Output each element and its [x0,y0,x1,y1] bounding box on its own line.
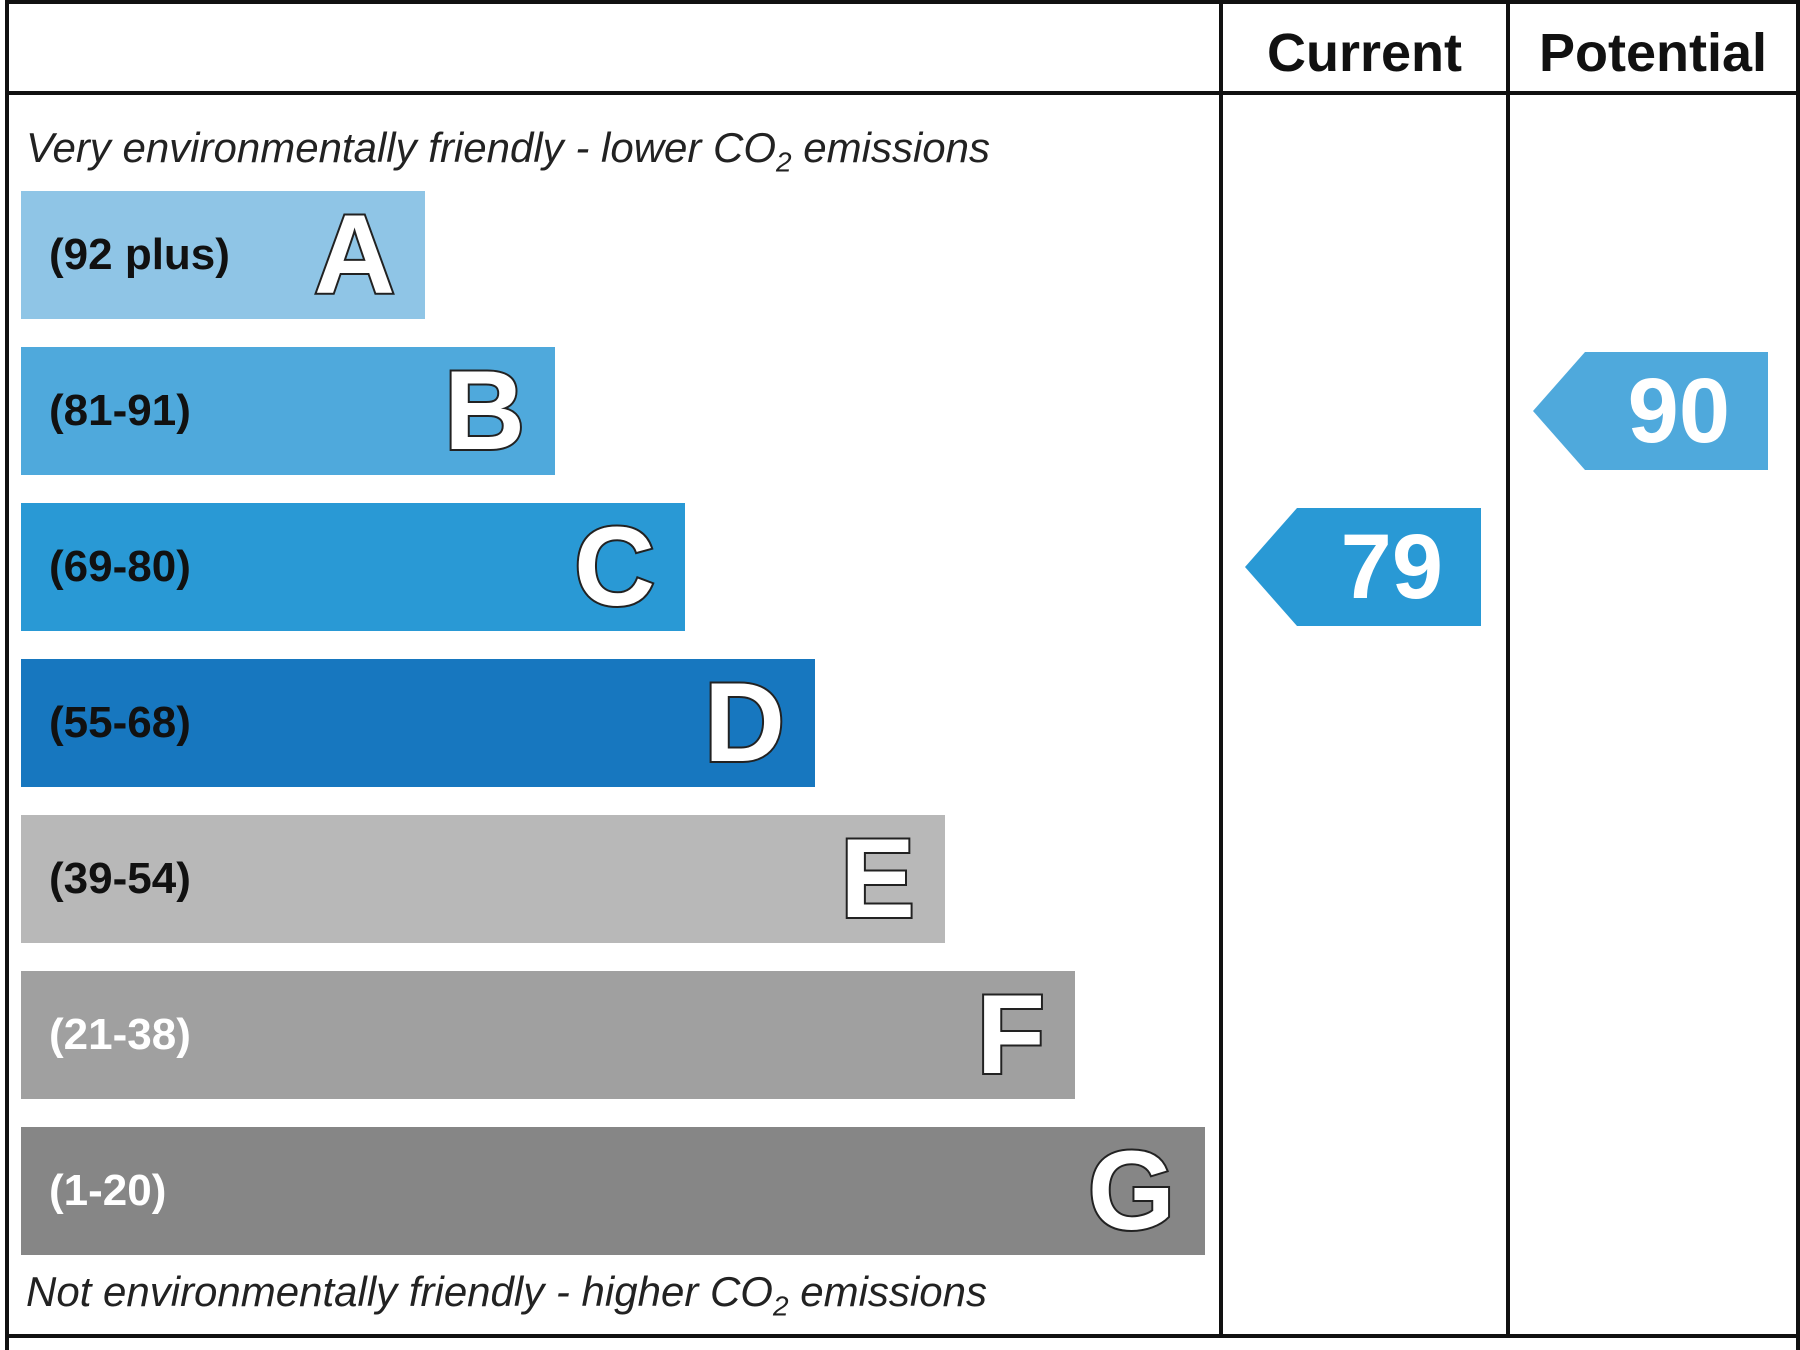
current-header: Current [1266,23,1462,83]
band-letter: A [312,190,397,319]
band-range-label: (55-68) [49,698,191,747]
potential-arrow-shape [1533,352,1768,470]
potential-column-divider [1506,0,1510,1338]
current-rating-marker: 79 [1245,508,1481,626]
top-caption: Very environmentally friendly - lower CO… [26,124,991,178]
bottom-border [5,1334,1800,1338]
band-range-label: (39-54) [49,854,191,903]
band-letter: D [702,658,787,787]
band-d: (55-68) D [21,658,815,787]
band-b: (81-91) B [21,346,555,475]
current-column-divider [1219,0,1223,1338]
potential-rating-value: 90 [1627,359,1730,462]
band-range-label: (69-80) [49,542,191,591]
current-arrow-shape [1245,508,1481,626]
band-letter: G [1086,1126,1177,1255]
band-a: (92 plus) A [21,190,425,319]
band-c: (69-80) C [21,502,685,631]
top-border [5,0,1800,4]
band-letter: B [442,346,527,475]
band-range-label: (92 plus) [49,230,230,279]
rating-chart [5,0,1800,1350]
band-f: (21-38) F [21,970,1075,1099]
band-range-label: (81-91) [49,386,191,435]
band-g: (1-20) G [21,1126,1205,1255]
current-rating-value: 79 [1340,515,1443,618]
potential-rating-marker: 90 [1533,352,1768,470]
band-letter: E [838,814,917,943]
potential-header: Potential [1538,23,1768,83]
bottom-caption: Not environmentally friendly - higher CO… [26,1268,987,1322]
band-e: (39-54) E [21,814,945,943]
header-divider [5,91,1800,95]
band-range-label: (1-20) [49,1166,167,1215]
band-range-label: (21-38) [49,1010,191,1059]
band-letter: F [975,970,1047,1099]
band-letter: C [572,502,657,631]
